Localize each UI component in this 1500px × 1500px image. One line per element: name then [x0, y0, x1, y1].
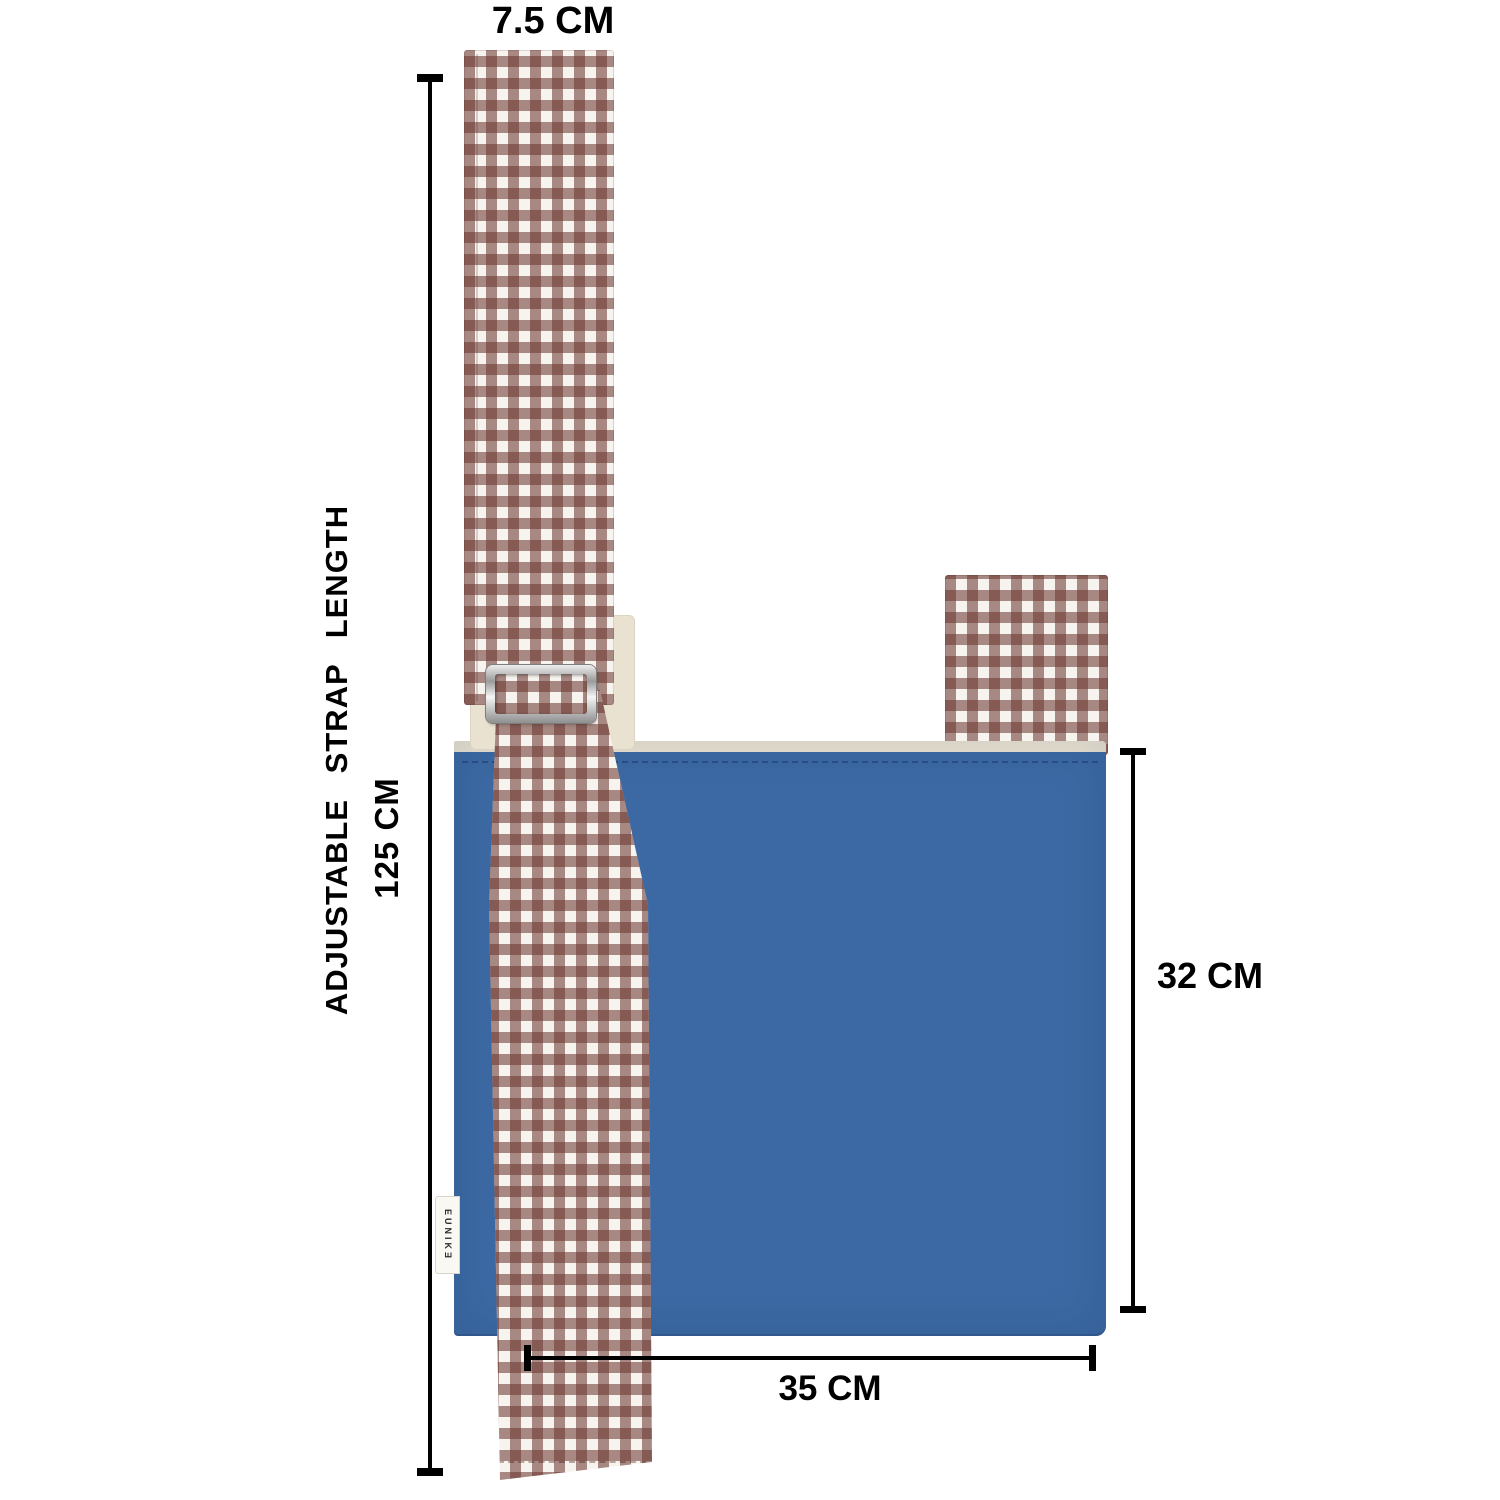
dim-height-line — [1131, 752, 1135, 1310]
dim-strap-line — [428, 80, 432, 1472]
dim-height-bottom-cap — [1120, 1306, 1146, 1313]
strap-long — [464, 50, 614, 705]
brand-tag-label: EUNIKƎ — [442, 1208, 453, 1262]
strap-hem-stitch — [498, 1461, 646, 1463]
strap-length-label: ADJUSTABLE STRAP LENGTH — [319, 504, 354, 1016]
strap-edge-stitch — [476, 54, 478, 701]
dim-width-right-cap — [1089, 1345, 1096, 1371]
strap-short-stub — [945, 575, 1108, 755]
strap-width-label: 7.5 CM — [491, 0, 615, 42]
dim-strap-top-cap — [417, 74, 443, 82]
slider-buckle — [486, 665, 596, 723]
bag-height-label: 32 CM — [1157, 955, 1264, 996]
buckle-opening — [495, 674, 587, 714]
bag-top-stitch — [462, 761, 1098, 763]
brand-tag: EUNIKƎ — [435, 1196, 460, 1274]
strap-length-value: 125 CM — [368, 777, 405, 899]
dim-height-top-cap — [1120, 748, 1146, 755]
dim-width-line — [527, 1356, 1094, 1360]
dim-strap-bottom-cap — [417, 1468, 443, 1476]
bag-width-label: 35 CM — [778, 1369, 882, 1408]
strap-tail — [489, 690, 652, 1480]
